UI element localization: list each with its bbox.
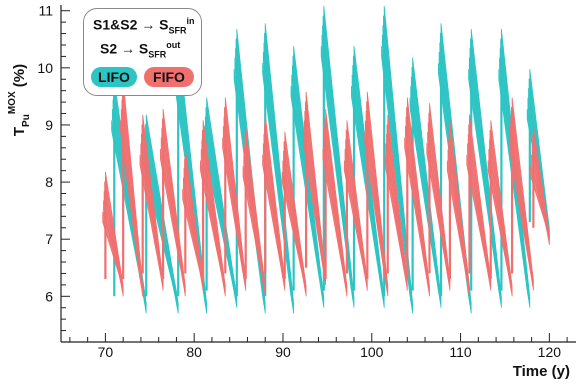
- series-lifo-cycle: [203, 97, 238, 308]
- ticks-layer: 70 80 90 100 110 120 6 7 8 9 10 11: [37, 3, 568, 360]
- legend-chip-fifo: FIFO: [144, 67, 194, 87]
- series-fifo-cycle: [302, 91, 327, 285]
- data-mark-trajectory: [320, 46, 352, 291]
- legend-line-s1s2: S1&S2 → SSFRin: [93, 16, 194, 35]
- data-mark-trajectory: [102, 211, 121, 280]
- data-mark-trajectory: [262, 154, 283, 274]
- data-mark-trajectory: [222, 137, 244, 274]
- series-fifo-cycle: [262, 114, 286, 291]
- series-lifo-cycle: [381, 6, 414, 314]
- series-lifo-cycle: [290, 46, 325, 308]
- data-mark-trajectory: [159, 148, 184, 280]
- series-fifo-cycle: [120, 80, 144, 297]
- x-tick-label: 80: [186, 344, 202, 360]
- data-mark-trajectory: [302, 131, 324, 268]
- series-fifo-cycle: [343, 120, 368, 291]
- legend-chip-lifo: LIFO: [91, 67, 137, 87]
- data-mark-trajectory: [446, 160, 468, 280]
- data-mark-trajectory: [508, 137, 532, 274]
- y-tick-label: 10: [37, 60, 53, 76]
- legend-line1-sub: SFR: [168, 25, 187, 36]
- y-axis-title-sub: Pu: [21, 114, 32, 127]
- series-fifo-cycle: [242, 126, 266, 297]
- legend-line1-sup: in: [186, 16, 195, 26]
- legend-line2-sub: SFR: [148, 49, 167, 60]
- data-mark-trajectory: [120, 120, 141, 280]
- series-fifo-cycle: [508, 97, 534, 291]
- data-mark-trajectory: [530, 165, 548, 228]
- data-mark-trajectory: [487, 160, 510, 280]
- y-tick-label: 9: [45, 117, 53, 133]
- x-tick-label: 100: [360, 344, 384, 360]
- data-mark-trajectory: [281, 171, 304, 280]
- series-fifo-cycle: [222, 97, 247, 291]
- legend-line2-text: S2 → S: [100, 40, 149, 57]
- y-tick-label: 11: [38, 3, 53, 19]
- data-mark-trajectory: [199, 160, 224, 280]
- data-mark-trajectory: [343, 160, 366, 274]
- series-fifo-cycle: [364, 91, 389, 297]
- data-mark-trajectory: [384, 154, 406, 274]
- legend-line1-text: S1&S2 → S: [93, 16, 169, 33]
- y-axis-title-base: T: [11, 127, 28, 136]
- legend-line-s2: S2 → SSFRout: [100, 40, 180, 59]
- y-tick-label: 8: [45, 174, 53, 190]
- series-fifo-cycle: [102, 171, 124, 297]
- data-mark-trajectory: [322, 148, 345, 280]
- series-fifo-cycle: [322, 108, 348, 297]
- y-axis-title-sup: MOX: [7, 91, 18, 114]
- x-axis-title: Time (y): [513, 363, 570, 380]
- series-fifo-cycle: [426, 103, 451, 291]
- data-mark-trajectory: [242, 166, 264, 280]
- data-mark-trajectory: [139, 154, 161, 274]
- series-fifo-cycle: [281, 131, 307, 297]
- data-mark-trajectory: [182, 188, 201, 274]
- series-fifo-cycle: [159, 108, 186, 297]
- x-tick-label: 70: [98, 344, 114, 360]
- series-fifo-cycle: [446, 120, 470, 297]
- data-mark-trajectory: [404, 137, 428, 280]
- series-fifo-cycle: [199, 120, 226, 297]
- x-tick-label: 90: [275, 344, 291, 360]
- legend-line2-sup: out: [166, 40, 181, 50]
- data-mark-trajectory: [381, 46, 411, 297]
- x-tick-label: 110: [449, 344, 472, 360]
- data-mark-trajectory: [364, 131, 386, 280]
- series-fifo-cycle: [466, 114, 492, 291]
- series-fifo-cycle: [404, 97, 430, 297]
- data-mark-trajectory: [111, 120, 145, 297]
- data-mark-trajectory: [466, 154, 489, 274]
- series-fifo-cycle: [139, 114, 164, 291]
- series-fifo-cycle: [487, 120, 513, 297]
- y-axis-title: TPuMOX (%): [7, 64, 32, 136]
- series-fifo-cycle: [182, 148, 204, 291]
- y-tick-label: 7: [45, 231, 53, 247]
- data-mark-trajectory: [426, 143, 448, 274]
- y-tick-label: 6: [45, 288, 53, 304]
- legend: S1&S2 → SSFRin S2 → SSFRout LIFO FIFO: [83, 8, 202, 96]
- x-tick-label: 120: [538, 344, 562, 360]
- series-fifo-cycle: [530, 126, 550, 245]
- y-axis-title-unit: (%): [11, 64, 28, 92]
